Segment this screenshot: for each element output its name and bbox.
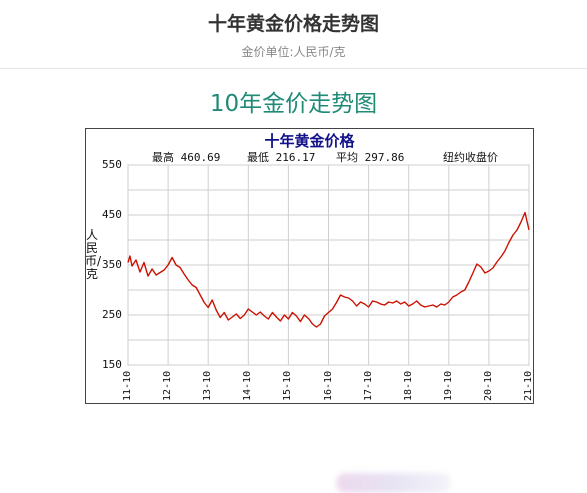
- stat-low: 最低 216.17: [247, 149, 315, 165]
- stat-avg: 平均 297.86: [336, 149, 404, 165]
- y-tick-label: 250: [102, 308, 122, 321]
- page-subtitle: 金价单位:人民币/克: [241, 45, 346, 59]
- x-tick-label: 16-10: [322, 370, 334, 401]
- gold-price-line: [127, 211, 530, 328]
- watermark-blur: [336, 473, 451, 493]
- x-tick-label: 13-10: [202, 370, 214, 401]
- x-tick-label: 15-10: [282, 370, 294, 401]
- x-tick-label: 17-10: [362, 370, 374, 401]
- section-title: 10年金价走势图: [209, 91, 378, 117]
- y-tick-label: 450: [102, 208, 122, 221]
- stat-avg-label: 平均: [336, 151, 358, 164]
- y-tick-label: 150: [102, 358, 122, 371]
- plot-area: [127, 164, 530, 366]
- x-tick-label: 18-10: [402, 370, 414, 401]
- x-tick-label: 12-10: [162, 370, 174, 401]
- chart-title: 十年黄金价格: [264, 132, 355, 150]
- x-tick-label: 19-10: [442, 370, 454, 401]
- y-tick-label: 550: [102, 158, 122, 171]
- x-tick-label: 14-10: [242, 370, 254, 401]
- stat-high: 最高 460.69: [152, 149, 220, 165]
- stat-low-label: 最低: [247, 151, 269, 164]
- x-tick-label: 20-10: [482, 370, 494, 401]
- page-title: 十年黄金价格走势图: [207, 13, 379, 35]
- x-tick-label: 21-10: [523, 370, 534, 401]
- divider: [0, 68, 587, 69]
- gold-price-chart: 十年黄金价格 最高 460.69 最低 216.17 平均 297.86 纽约收…: [85, 128, 534, 493]
- stat-avg-value: 297.86: [364, 151, 405, 164]
- x-tick-label: 11-10: [122, 370, 133, 401]
- y-tick-label: 350: [102, 258, 122, 271]
- stat-high-value: 460.69: [180, 151, 221, 164]
- chart-source: 纽约收盘价: [443, 151, 498, 164]
- stat-high-label: 最高: [152, 151, 174, 164]
- y-axis-label: 人民币/克: [85, 228, 102, 281]
- stat-low-value: 216.17: [275, 151, 316, 164]
